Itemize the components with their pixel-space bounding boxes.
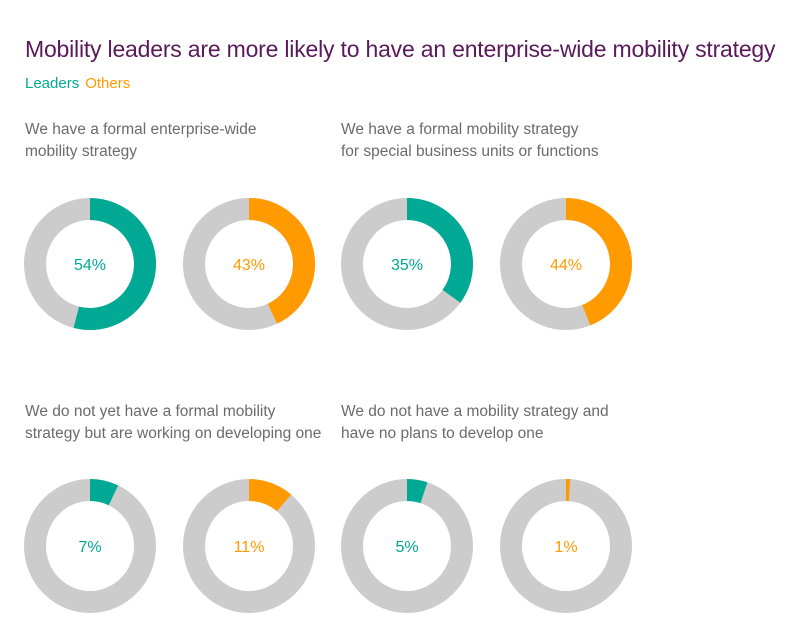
donut-leaders: 5% — [341, 479, 473, 613]
question-line: We do not yet have a formal mobility — [25, 403, 276, 420]
donut-others: 1% — [500, 479, 632, 613]
donut-segment — [73, 198, 156, 330]
donut-leaders: 35% — [341, 198, 473, 330]
donut-segment — [89, 479, 119, 506]
question-group-3: We do not yet have a formal mobility str… — [25, 401, 321, 445]
question-line: We have a formal enterprise-wide — [25, 121, 257, 138]
donut-others: 44% — [500, 198, 632, 330]
donut-value-label: 43% — [233, 257, 265, 274]
donut-segment — [248, 479, 292, 512]
donut-value-label: 44% — [550, 257, 582, 274]
question-line: have no plans to develop one — [341, 425, 544, 442]
donut-segment — [406, 198, 473, 303]
legend-leaders: Leaders — [25, 75, 80, 92]
donut-others: 11% — [183, 479, 315, 613]
question-line: for special business units or functions — [341, 143, 599, 160]
question-line: We do not have a mobility strategy and — [341, 403, 609, 420]
donut-value-label: 1% — [554, 539, 577, 556]
question-group-1: We have a formal enterprise-wide mobilit… — [25, 119, 256, 163]
donut-leaders: 54% — [24, 198, 156, 330]
question-group-2: We have a formal mobility strategy for s… — [341, 119, 599, 163]
donut-value-label: 54% — [74, 257, 106, 274]
question-line: mobility strategy — [25, 143, 137, 160]
question-line: We have a formal mobility strategy — [341, 121, 579, 138]
legend-others: Others — [85, 75, 131, 92]
chart-title: Mobility leaders are more likely to have… — [25, 36, 776, 62]
donut-value-label: 35% — [391, 257, 423, 274]
donut-others: 43% — [183, 198, 315, 330]
donut-segment — [565, 198, 632, 326]
donut-value-label: 5% — [395, 539, 418, 556]
donut-segment — [248, 198, 315, 324]
legend: Leaders Others — [25, 75, 136, 92]
donut-value-label: 7% — [78, 539, 101, 556]
question-line: strategy but are working on developing o… — [25, 425, 322, 442]
donut-leaders: 7% — [24, 479, 156, 613]
question-group-4: We do not have a mobility strategy and h… — [341, 401, 609, 445]
donut-value-label: 11% — [234, 539, 265, 556]
donut-segment — [406, 479, 428, 504]
